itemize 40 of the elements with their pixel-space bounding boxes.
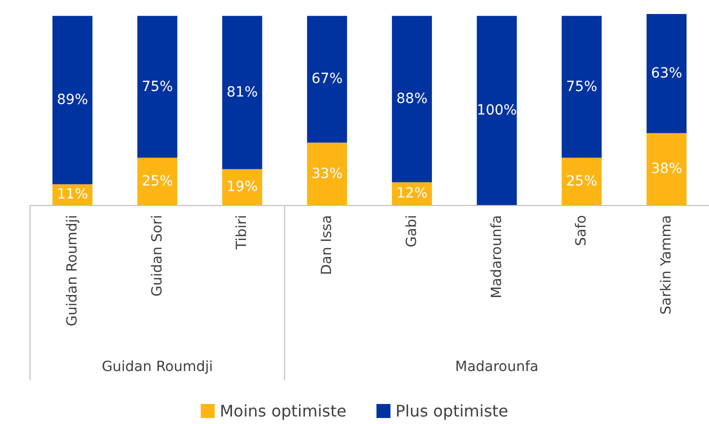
bar [392, 16, 432, 182]
x-tick-label: Gabi [404, 215, 420, 248]
legend-label: Moins optimiste [220, 402, 346, 420]
bar [562, 16, 602, 158]
data-label: 12% [396, 186, 428, 202]
bar [646, 133, 687, 205]
data-label: 75% [142, 78, 173, 95]
bar [307, 142, 348, 205]
legend-label: Plus optimiste [395, 402, 508, 420]
x-tick-label: Dan Issa [319, 215, 336, 275]
data-label: 19% [226, 179, 258, 196]
data-label: 25% [566, 173, 598, 190]
x-tick-label: Safo [574, 215, 590, 246]
data-label: 11% [56, 186, 88, 203]
x-tick-label: Guidan Roumdji [64, 215, 80, 326]
bar [222, 16, 262, 170]
bar [52, 16, 92, 184]
data-label: 25% [142, 173, 173, 190]
x-tick-label: Madarounfa [488, 215, 505, 298]
data-label: 75% [566, 78, 598, 95]
data-label: 89% [56, 92, 88, 108]
bar [562, 158, 602, 205]
data-label: 88% [396, 91, 428, 108]
data-label: 33% [312, 166, 343, 182]
data-label: 38% [651, 161, 682, 178]
bar [137, 158, 178, 205]
x-tick-label: Guidan Sori [149, 215, 166, 296]
data-label: 67% [312, 71, 343, 88]
data-label: 100% [476, 102, 517, 118]
data-label: 63% [651, 66, 682, 82]
text: Madarounfa [455, 359, 539, 375]
text: Guidan Roumdji [102, 359, 213, 375]
bar [476, 16, 517, 205]
data-label: 81% [226, 84, 258, 100]
bar [646, 14, 687, 134]
x-tick-label: Tibiri [234, 215, 250, 250]
bar [307, 16, 348, 143]
bar [137, 16, 178, 158]
bar [222, 169, 262, 205]
x-tick-label: Sarkin Yamma [658, 215, 675, 315]
